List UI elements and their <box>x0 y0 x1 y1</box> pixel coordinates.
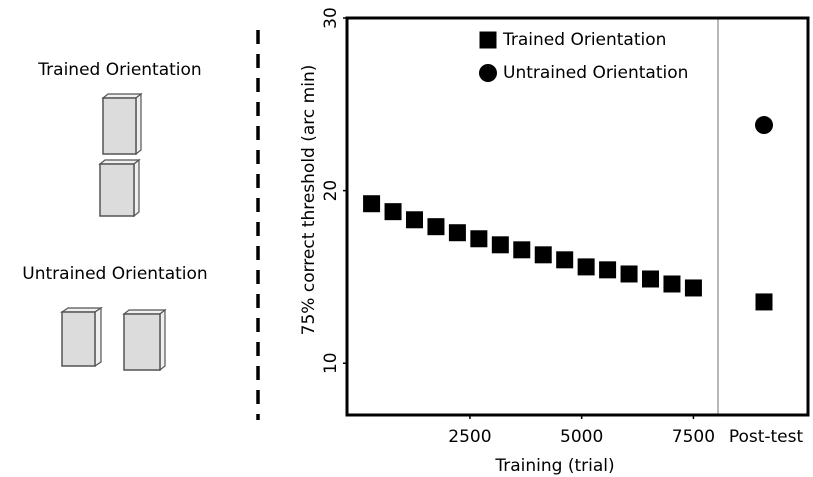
data-point <box>642 270 660 288</box>
data-point <box>491 236 509 254</box>
x-tick-label: 7500 <box>672 427 715 447</box>
stimulus <box>99 163 135 217</box>
post-test-point <box>755 293 773 311</box>
data-point <box>513 241 531 259</box>
legend-marker <box>479 31 497 49</box>
data-point <box>620 265 638 283</box>
stimulus-side <box>94 306 102 368</box>
x-tick-label: 5000 <box>560 427 603 447</box>
y-tick-label: 20 <box>321 180 341 202</box>
legend-label: Untrained Orientation <box>503 63 688 83</box>
untrained-label: Untrained Orientation <box>22 264 207 284</box>
x-tick-label: 2500 <box>448 427 491 447</box>
data-point <box>470 230 488 248</box>
post-test-label: Post-test <box>729 427 804 447</box>
data-point <box>534 246 552 264</box>
data-point <box>577 258 595 276</box>
data-point <box>663 275 681 293</box>
data-point <box>405 211 423 229</box>
stimulus <box>123 313 161 371</box>
data-point <box>363 195 381 213</box>
data-point <box>448 224 466 242</box>
stimulus <box>61 311 96 367</box>
y-tick-label: 30 <box>321 7 341 29</box>
stimulus <box>102 97 137 155</box>
y-tick-label: 10 <box>321 352 341 374</box>
y-axis-label: 75% correct threshold (arc min) <box>299 65 319 336</box>
data-point <box>427 218 445 236</box>
trained-label: Trained Orientation <box>37 60 201 80</box>
x-axis-label: Training (trial) <box>494 456 614 476</box>
plot-frame <box>345 16 810 417</box>
legend-marker <box>479 64 497 82</box>
data-point <box>599 261 617 279</box>
data-point <box>384 203 402 221</box>
post-test-point <box>755 116 773 135</box>
stimulus-diagram: Trained Orientation Untrained Orientatio… <box>22 60 208 372</box>
legend-label: Trained Orientation <box>502 30 666 50</box>
data-point <box>556 251 574 269</box>
data-point <box>684 279 702 297</box>
